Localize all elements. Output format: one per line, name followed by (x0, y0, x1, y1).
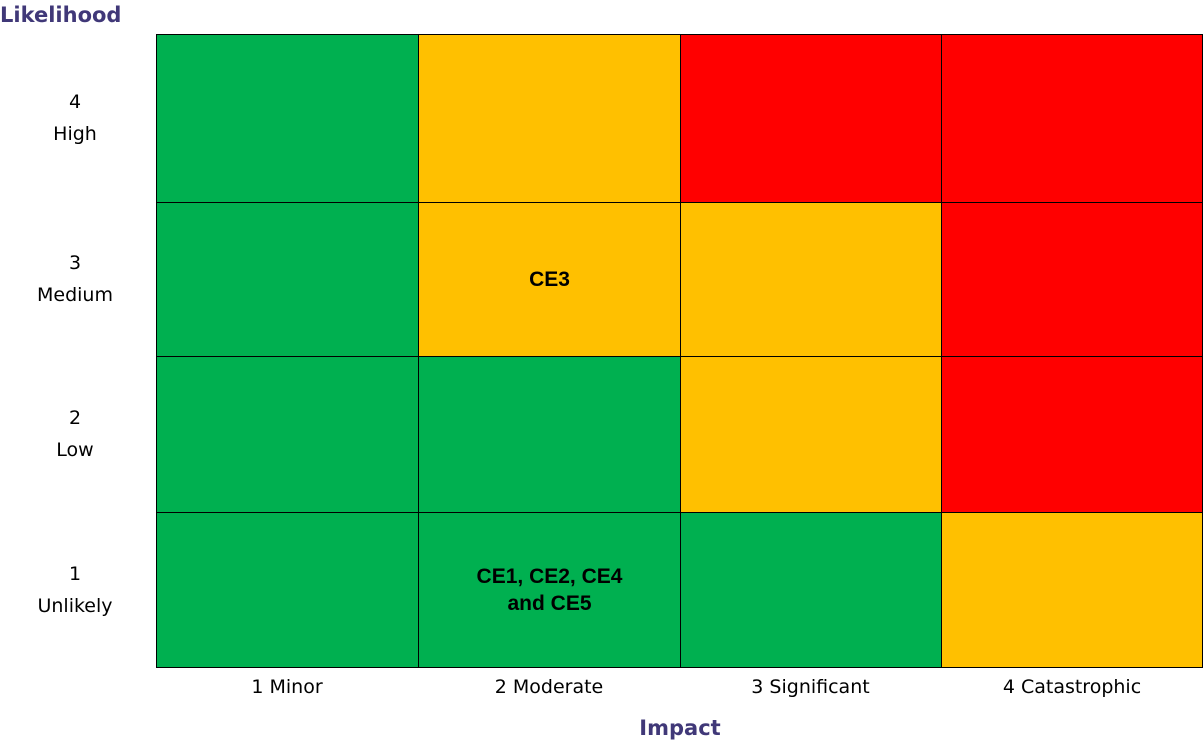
risk-cell (941, 356, 1203, 513)
risk-cell (156, 34, 419, 203)
row-number: 1 (68, 563, 82, 585)
risk-cell (941, 512, 1203, 668)
column-label: 1 Minor (251, 676, 323, 698)
cell-text: and CE5 (507, 592, 592, 615)
risk-cell (418, 34, 681, 203)
risk-cell (680, 356, 942, 513)
risk-cell (680, 512, 942, 668)
column-label: 2 Moderate (494, 676, 604, 698)
column-label: 3 Significant (751, 676, 870, 698)
row-name: Medium (37, 284, 113, 306)
risk-cell (156, 356, 419, 513)
risk-cell (156, 202, 419, 357)
row-label: 3 Medium (0, 202, 150, 356)
row-number: 3 (68, 252, 82, 274)
risk-cell (156, 512, 419, 668)
cell-text: CE3 (529, 268, 570, 291)
row-number: 2 (68, 407, 82, 429)
x-axis-title: Impact (639, 716, 721, 740)
cell-text: CE1, CE2, CE4 (476, 565, 623, 588)
risk-cell (418, 356, 681, 513)
risk-cell (941, 202, 1203, 357)
risk-cell: CE3 (418, 202, 681, 357)
row-name: Unlikely (37, 595, 113, 617)
risk-cell: CE1, CE2, CE4 and CE5 (418, 512, 681, 668)
row-label: 4 High (0, 34, 150, 202)
row-name: High (53, 123, 97, 145)
y-axis-title: Likelihood (0, 3, 122, 27)
row-number: 4 (68, 91, 82, 113)
column-label: 4 Catastrophic (1002, 676, 1142, 698)
risk-cell (941, 34, 1203, 203)
risk-cell (680, 202, 942, 357)
row-label: 2 Low (0, 356, 150, 512)
row-name: Low (56, 439, 94, 461)
row-label: 1 Unlikely (0, 512, 150, 668)
risk-cell (680, 34, 942, 203)
